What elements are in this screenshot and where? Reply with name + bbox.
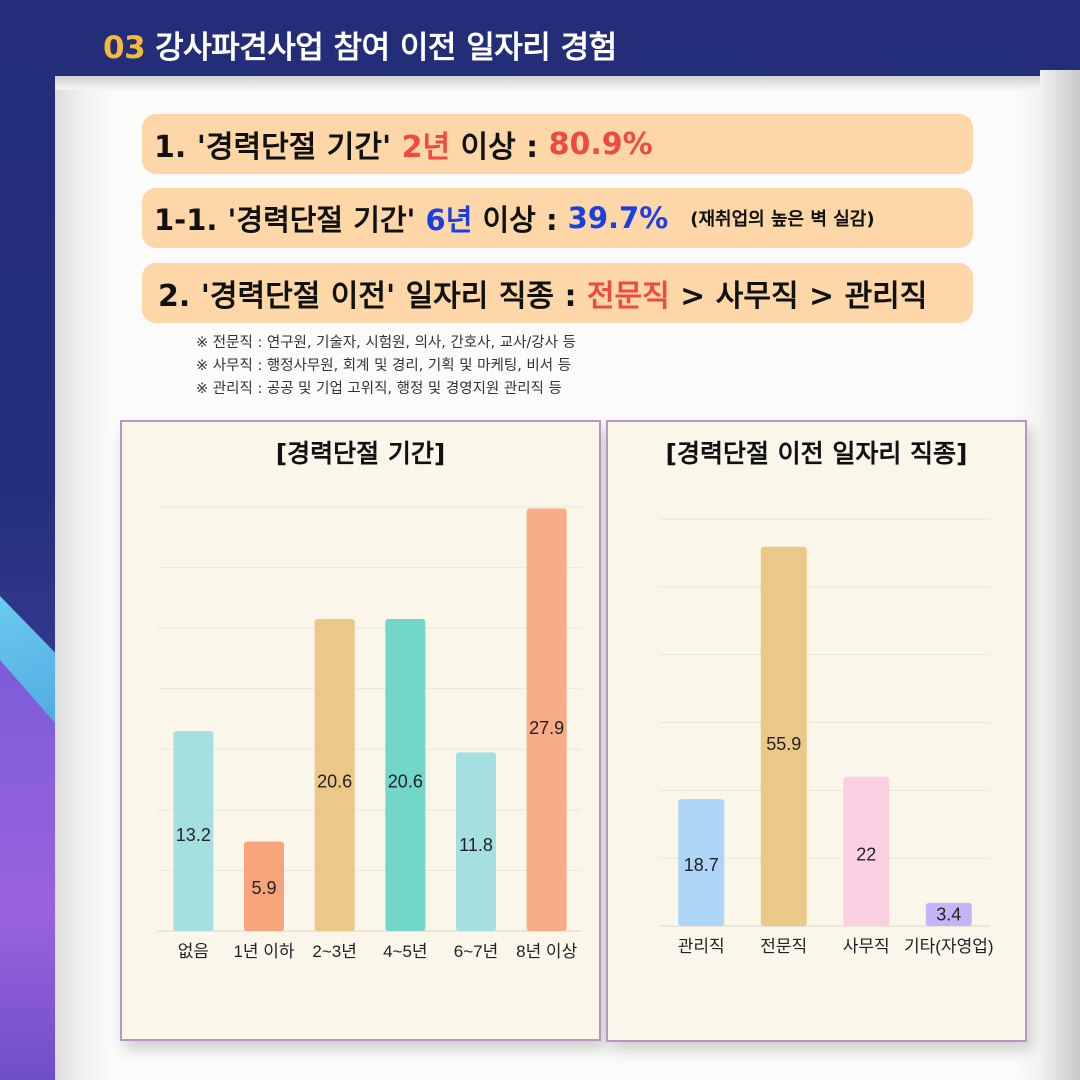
category-label: 기타(자영업) bbox=[904, 937, 994, 956]
highlight-middle: 이상 : bbox=[450, 130, 549, 165]
bar-8년-이상 bbox=[526, 508, 567, 931]
data-label: 11.8 bbox=[459, 835, 493, 855]
highlight-accent: 2년 bbox=[401, 130, 451, 165]
data-label: 13.2 bbox=[176, 825, 211, 845]
data-label: 22 bbox=[856, 844, 876, 864]
highlight-prefix: 2. '경력단절 이전' 일자리 직종 : bbox=[158, 279, 587, 314]
category-label: 관리직 bbox=[678, 937, 725, 956]
category-label: 사무직 bbox=[843, 937, 890, 956]
highlight-prefix: 1. '경력단절 기간' bbox=[154, 130, 402, 165]
chart-title: [경력단절 이전 일자리 직종] bbox=[665, 439, 968, 468]
highlight-note: (재취업의 높은 벽 실감) bbox=[690, 209, 875, 230]
category-label: 4~5년 bbox=[383, 942, 427, 961]
bar-2-3년 bbox=[314, 619, 355, 931]
highlight-rest: > 사무직 > 관리직 bbox=[669, 279, 928, 314]
bar-전문직 bbox=[760, 546, 807, 926]
bar-기타-자영업 bbox=[925, 902, 972, 926]
highlight-career-break-6yr: 1-1. '경력단절 기간' 6년 이상 : 39.7% (재취업의 높은 벽 실… bbox=[142, 188, 973, 248]
data-label: 27.9 bbox=[529, 718, 564, 738]
data-label: 5.9 bbox=[251, 878, 276, 898]
category-label: 1년 이하 bbox=[233, 942, 294, 961]
footnotes: ※ 전문직 : 연구원, 기술자, 시험원, 의사, 간호사, 교사/강사 등 … bbox=[196, 332, 576, 401]
paper-curl bbox=[1040, 70, 1080, 1080]
highlight-job-type: 2. '경력단절 이전' 일자리 직종 : 전문직 > 사무직 > 관리직 bbox=[142, 263, 973, 323]
category-label: 2~3년 bbox=[312, 942, 356, 961]
chart-previous-job-type: 18.7 관리직 55.9 전문직 22 사무직 3.4 기타(자영업) bbox=[660, 518, 994, 956]
category-label: 없음 bbox=[178, 942, 209, 961]
category-label: 8년 이상 bbox=[516, 942, 577, 961]
category-label: 전문직 bbox=[760, 937, 807, 956]
data-label: 55.9 bbox=[766, 734, 801, 754]
bar-사무직 bbox=[843, 776, 890, 926]
chart-career-break-period: 13.2 없음 5.9 1년 이하 20.6 2~3년 20.6 4~5년 11.8 6~7년 27… bbox=[158, 506, 582, 961]
data-label: 18.7 bbox=[684, 855, 719, 875]
highlight-value: 80.9% bbox=[548, 126, 653, 162]
paper-top-edge bbox=[55, 76, 1080, 90]
page-header: 03 강사파견사업 참여 이전 일자리 경험 bbox=[103, 22, 617, 66]
bar-없음 bbox=[173, 731, 214, 931]
bar-1년-이하 bbox=[244, 841, 284, 931]
bar-관리직 bbox=[678, 799, 725, 926]
highlight-value: 39.7% bbox=[567, 201, 669, 235]
section-number: 03 bbox=[103, 30, 146, 66]
footnote-professional: ※ 전문직 : 연구원, 기술자, 시험원, 의사, 간호사, 교사/강사 등 bbox=[196, 335, 576, 351]
page-title: 강사파견사업 참여 이전 일자리 경험 bbox=[155, 30, 617, 66]
chart-panel-career-break: [경력단절 기간] 13.2 없음 5.9 1년 이하 20.6 2~3년 20.6 4~5년… bbox=[120, 420, 601, 1041]
bar-6-7년 bbox=[456, 752, 496, 931]
highlight-accent: 전문직 bbox=[586, 279, 670, 314]
category-label: 6~7년 bbox=[454, 942, 498, 961]
footnote-office: ※ 사무직 : 행정사무원, 회계 및 경리, 기획 및 마케팅, 비서 등 bbox=[196, 358, 572, 374]
highlight-career-break-2yr: 1. '경력단절 기간' 2년 이상 : 80.9% bbox=[142, 114, 973, 174]
footnote-manager: ※ 관리직 : 공공 및 기업 고위직, 행정 및 경영지원 관리직 등 bbox=[196, 381, 562, 397]
bar-4-5년 bbox=[385, 619, 426, 931]
highlight-accent: 6년 bbox=[425, 203, 473, 237]
chart-panel-job-type: [경력단절 이전 일자리 직종] 18.7 관리직 55.9 전문직 22 사무직 3.4 기… bbox=[606, 420, 1027, 1042]
data-label: 20.6 bbox=[317, 771, 352, 791]
data-label: 3.4 bbox=[936, 904, 961, 924]
data-label: 20.6 bbox=[388, 771, 423, 791]
chart-title: [경력단절 기간] bbox=[275, 439, 446, 468]
highlight-middle: 이상 : bbox=[472, 203, 568, 237]
highlight-prefix: 1-1. '경력단절 기간' bbox=[154, 203, 426, 237]
